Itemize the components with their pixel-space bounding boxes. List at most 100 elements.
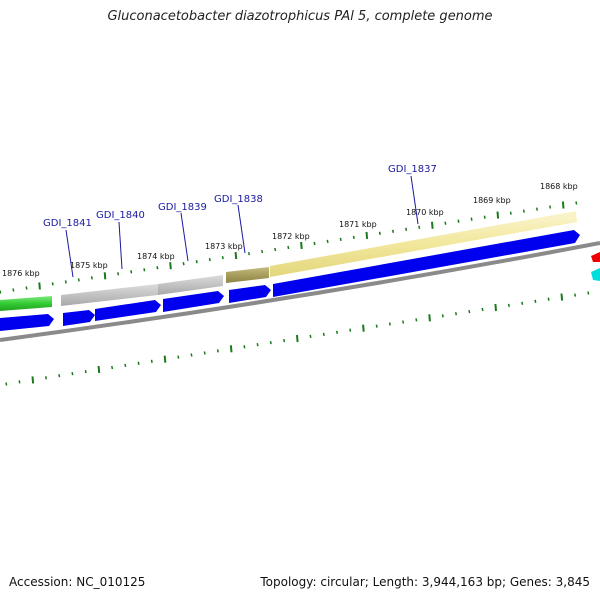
ruler-label: 1873 kbp (205, 242, 243, 251)
map-title: Gluconacetobacter diazotrophicus PAl 5, … (107, 9, 493, 24)
gene-label-gdi-1837: GDI_1837 (388, 164, 437, 175)
ruler-minor-tick (0, 290, 2, 294)
cds-arrow-3 (95, 300, 161, 321)
inner-minor-tick (124, 363, 127, 368)
inner-major-tick (494, 303, 497, 312)
ruler-label: 1868 kbp (540, 182, 578, 191)
inner-minor-tick (44, 376, 48, 380)
cds-arrow-1 (0, 314, 54, 331)
ruler-minor-tick (391, 229, 395, 233)
ruler-minor-tick (287, 245, 290, 250)
ruler-minor-tick (195, 260, 198, 264)
inner-major-tick (428, 314, 431, 322)
inner-minor-tick (18, 380, 21, 384)
inner-minor-tick (5, 382, 8, 386)
inner-minor-tick (269, 340, 272, 345)
inner-minor-tick (177, 355, 180, 359)
ruler-minor-tick (143, 268, 146, 272)
ruler-minor-tick (509, 211, 512, 215)
ruler-minor-tick (261, 249, 264, 254)
ruler-labels: 1876 kbp 1875 kbp 1874 kbp 1873 kbp 1872 kbp… (2, 182, 578, 278)
ruler-minor-tick (522, 209, 525, 213)
cds-arrows (0, 230, 580, 331)
inner-major-tick (296, 334, 299, 343)
inner-minor-tick (415, 318, 418, 322)
inner-minor-tick (216, 349, 219, 353)
inner-minor-tick (441, 314, 444, 318)
inner-minor-tick (587, 291, 590, 295)
ruler-label: 1870 kbp (406, 208, 444, 217)
gene-label-gdi-1841: GDI_1841 (43, 218, 92, 229)
inner-minor-tick (71, 372, 74, 376)
feature-yellow-segment (270, 211, 577, 277)
ruler-major-tick (38, 282, 41, 290)
feature-gray-segment-1 (61, 284, 158, 306)
inner-minor-tick (190, 353, 193, 357)
inner-minor-tick (534, 299, 537, 303)
inner-minor-tick (402, 320, 405, 324)
ruler-minor-tick (457, 219, 460, 223)
accession-text: Accession: NC_010125 (9, 575, 146, 589)
ruler-minor-tick (117, 272, 120, 276)
ruler-major-tick (431, 221, 434, 229)
gene-labels: GDI_1841 GDI_1840 GDI_1839 GDI_1838 GDI_… (43, 164, 437, 229)
ruler-major-tick (169, 262, 172, 270)
ruler-minor-tick (313, 241, 316, 246)
ruler-minor-tick (418, 225, 421, 229)
inner-major-tick (560, 293, 564, 301)
inner-minor-tick (521, 301, 524, 305)
ruler-label: 1875 kbp (70, 261, 108, 270)
ruler-minor-tick (247, 251, 251, 256)
feature-gray-segment-2 (158, 275, 223, 295)
inner-minor-tick (507, 303, 510, 308)
ruler-minor-tick (378, 231, 381, 235)
ruler-minor-tick (352, 235, 355, 240)
ruler-minor-tick (274, 247, 277, 252)
inner-major-tick (97, 365, 101, 374)
inner-minor-tick (388, 322, 391, 326)
ruler-minor-tick (208, 257, 211, 262)
inner-minor-tick (481, 307, 484, 312)
cds-arrow-4 (163, 291, 224, 312)
gene-label-gdi-1838: GDI_1838 (214, 194, 263, 205)
inner-minor-tick (375, 324, 378, 328)
inner-minor-tick (454, 312, 458, 316)
ruler-minor-tick (535, 207, 539, 211)
ruler-label: 1874 kbp (137, 252, 175, 261)
inner-major-tick (229, 345, 233, 353)
inner-minor-tick (203, 351, 206, 355)
ruler-label: 1876 kbp (2, 269, 40, 278)
ruler-minor-tick (470, 217, 473, 221)
inner-major-tick (163, 355, 167, 363)
inner-minor-tick (335, 330, 339, 334)
inner-minor-tick (150, 359, 153, 363)
inner-ruler-ticks (5, 291, 590, 386)
inner-minor-tick (349, 328, 352, 332)
ruler-major-tick (300, 241, 303, 250)
inner-minor-tick (468, 309, 471, 314)
ruler-minor-tick (339, 237, 342, 242)
inner-minor-tick (574, 293, 577, 297)
ruler-minor-tick (549, 205, 552, 209)
cds-arrow-5 (229, 285, 271, 303)
ruler-minor-tick (25, 286, 28, 290)
inner-major-tick (362, 324, 365, 332)
ruler-minor-tick (182, 262, 185, 266)
inner-minor-tick (58, 374, 61, 378)
inner-major-tick (31, 376, 35, 384)
topology-text: Topology: circular; Length: 3,944,163 bp… (260, 575, 590, 589)
gene-leader-lines (65, 175, 419, 278)
genome-backbone (0, 241, 600, 342)
inner-minor-tick (243, 345, 246, 349)
inner-minor-tick (84, 369, 87, 374)
ruler-minor-tick (64, 280, 67, 284)
gene-label-gdi-1840: GDI_1840 (96, 210, 145, 221)
ruler-major-tick (496, 211, 500, 219)
ruler-minor-tick (51, 282, 54, 286)
feature-olive-segment (226, 267, 269, 283)
ruler-minor-tick (90, 276, 93, 280)
ruler-major-tick (365, 231, 369, 239)
feature-green-segment (0, 296, 52, 311)
inner-minor-tick (256, 343, 259, 347)
